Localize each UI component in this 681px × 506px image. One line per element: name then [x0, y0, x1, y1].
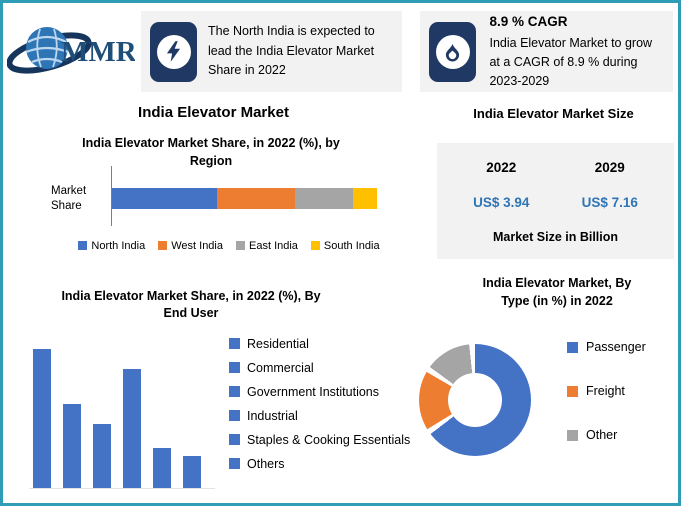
region-stacked-bar	[111, 166, 377, 227]
flame-icon	[435, 34, 470, 69]
enduser-plot: Residential Commercial Government Institut…	[29, 329, 419, 489]
legend-label: North India	[91, 239, 146, 252]
size-value-2022: US$ 3.94	[473, 195, 530, 210]
legend-item-others: Others	[229, 457, 410, 471]
legend-swatch	[229, 434, 240, 446]
legend-label: Residential	[247, 336, 309, 351]
region-legend: North India West India East India South Ind…	[3, 240, 419, 252]
enduser-chart-title: India Elevator Market Share, in 2022 (%)…	[61, 288, 321, 321]
bar-residential	[33, 348, 51, 488]
legend-item-west-india: West India	[158, 240, 223, 252]
legend-swatch	[229, 410, 240, 422]
legend-swatch	[310, 241, 320, 251]
legend-label: West India	[171, 239, 223, 252]
type-chart-title: India Elevator Market, By Type (in %) in…	[482, 276, 632, 308]
enduser-chart: India Elevator Market Share, in 2022 (%)…	[3, 288, 419, 489]
cagr-body: 8.9 % CAGR India Elevator Market to grow…	[489, 12, 663, 90]
legend-swatch	[236, 241, 245, 251]
region-chart: India Elevator Market Share, in 2022 (%)…	[3, 135, 419, 252]
region-plot: Market Share	[51, 166, 419, 227]
legend-swatch	[229, 458, 240, 470]
legend-swatch	[229, 362, 240, 374]
legend-swatch	[78, 241, 88, 251]
legend-swatch	[229, 386, 240, 398]
enduser-bars	[29, 329, 215, 489]
body: India Elevator Market India Elevator Mar…	[3, 92, 678, 489]
legend-label: South India	[323, 239, 380, 252]
market-title: India Elevator Market	[138, 104, 289, 121]
cagr-callout: 8.9 % CAGR India Elevator Market to grow…	[420, 11, 673, 92]
lightning-icon	[156, 34, 191, 69]
bar-staples-cooking-essentials	[153, 448, 171, 488]
cagr-text: India Elevator Market to grow at a CAGR …	[489, 36, 653, 88]
bar-segment-north-india	[111, 188, 218, 210]
logo-text: MMR	[61, 36, 135, 68]
legend-label: East India	[249, 239, 298, 252]
bar-segment-south-india	[353, 188, 377, 210]
type-legend: Passenger Freight Other	[567, 340, 646, 442]
legend-item-south-india: South India	[310, 239, 380, 252]
legend-label: Freight	[586, 384, 625, 398]
type-donut	[419, 344, 531, 456]
legend-swatch	[229, 338, 240, 350]
region-ylabel: Market Share	[51, 185, 87, 212]
legend-label: Staples & Cooking Essentials	[247, 432, 411, 447]
bar-segment-east-india	[294, 188, 354, 210]
bar-industrial	[123, 368, 141, 488]
market-size-table: 2022 2029 US$ 3.94 US$ 7.16	[447, 160, 664, 210]
size-year-2029: 2029	[594, 160, 625, 175]
mmr-logo: MMR	[6, 11, 138, 91]
legend-swatch	[567, 429, 578, 441]
left-column: India Elevator Market India Elevator Mar…	[3, 92, 419, 489]
legend-label: Others	[247, 456, 285, 471]
legend-label: Other	[586, 428, 618, 442]
legend-item-government-institutions: Government Institutions	[229, 385, 410, 399]
legend-label: Government Institutions	[247, 384, 380, 399]
size-year-2022: 2022	[486, 160, 517, 175]
legend-label: Industrial	[247, 408, 298, 423]
header: MMR The North India is expected to lead …	[3, 3, 678, 92]
size-value-2029: US$ 7.16	[581, 195, 638, 210]
region-chart-title: India Elevator Market Share, in 2022 (%)…	[82, 136, 340, 168]
legend-item-residential: Residential	[229, 337, 410, 351]
bar-commercial	[63, 404, 81, 488]
cagr-title: 8.9 % CAGR	[489, 14, 568, 30]
legend-item-north-india: North India	[78, 240, 145, 252]
legend-item-industrial: Industrial	[229, 409, 410, 423]
highlight-callout: The North India is expected to lead the …	[141, 11, 403, 92]
bar-others	[183, 456, 201, 488]
right-column: India Elevator Market Size 2022 2029 US$…	[419, 92, 678, 489]
highlight-text: The North India is expected to lead the …	[208, 24, 375, 78]
market-size-title: India Elevator Market Size	[473, 106, 634, 121]
bar-segment-west-india	[217, 188, 295, 210]
lightning-icon-tile	[150, 21, 197, 82]
market-size-box: 2022 2029 US$ 3.94 US$ 7.16 Market Size …	[437, 143, 674, 259]
type-plot: Passenger Freight Other	[419, 328, 674, 456]
legend-item-other: Other	[567, 428, 646, 442]
legend-item-freight: Freight	[567, 384, 646, 398]
legend-item-passenger: Passenger	[567, 340, 646, 354]
globe-logo-icon: MMR	[6, 27, 138, 74]
legend-swatch	[567, 341, 578, 353]
legend-swatch	[158, 241, 168, 251]
size-caption: Market Size in Billion	[492, 230, 619, 244]
enduser-legend: Residential Commercial Government Institut…	[229, 337, 410, 489]
flame-icon-tile	[429, 21, 477, 82]
legend-swatch	[567, 385, 578, 397]
legend-label: Passenger	[586, 340, 646, 354]
bar-government-institutions	[93, 424, 111, 488]
legend-item-staples-cooking-essentials: Staples & Cooking Essentials	[229, 433, 410, 447]
legend-item-commercial: Commercial	[229, 361, 410, 375]
legend-item-east-india: East India	[236, 240, 298, 252]
legend-label: Commercial	[247, 360, 314, 375]
